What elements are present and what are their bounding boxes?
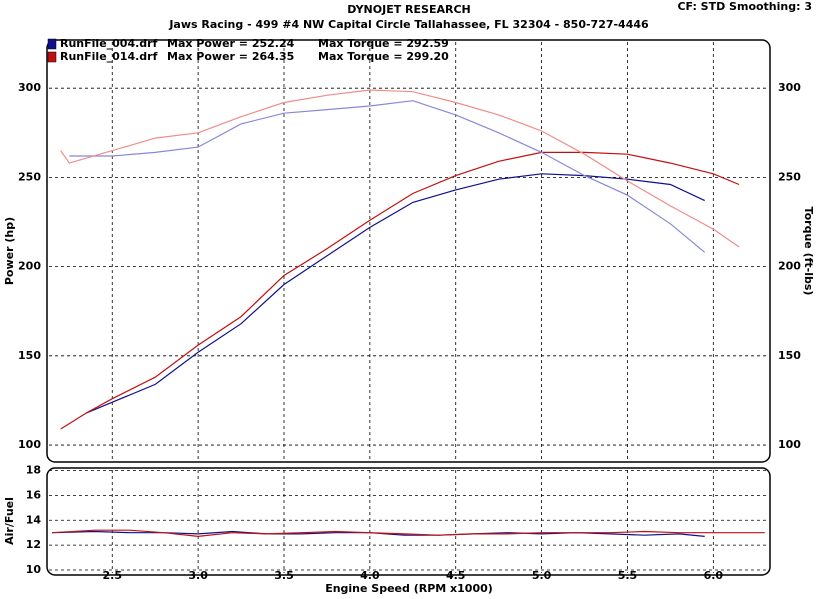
- x-tick-label: 4.5: [446, 569, 466, 582]
- y-axis-title: Power (hp): [3, 217, 16, 285]
- series-line: [86, 173, 705, 414]
- series-line: [60, 89, 740, 248]
- afr-panel: [46, 467, 771, 576]
- x-tick-label: 3.0: [188, 569, 208, 582]
- legend-torque: Max Torque = 299.20: [318, 50, 449, 63]
- series-line: [69, 100, 706, 253]
- y2-tick-label: 200: [778, 260, 801, 273]
- legend-power: Max Power = 264.35: [167, 50, 294, 63]
- y-tick-label: 14: [26, 513, 42, 526]
- series-line: [60, 151, 740, 430]
- x-tick-label: 4.0: [360, 569, 380, 582]
- legend-label: RunFile_004.drf: [60, 37, 158, 50]
- settings: CF: STD Smoothing: 3: [677, 0, 812, 13]
- legend-torque: Max Torque = 292.59: [318, 37, 449, 50]
- x-tick-label: 5.5: [618, 569, 638, 582]
- x-tick-label: 6.0: [704, 569, 724, 582]
- y-tick-label: 18: [26, 463, 41, 476]
- y-tick-label: 12: [26, 538, 41, 551]
- series-line: [52, 529, 765, 538]
- y2-tick-label: 100: [778, 438, 801, 451]
- x-tick-label: 2.5: [103, 569, 123, 582]
- y-tick-label: 16: [26, 488, 42, 501]
- legend-swatch: [47, 51, 57, 63]
- y-tick-label: 100: [18, 438, 41, 451]
- legend-label: RunFile_014.drf: [60, 50, 158, 63]
- x-tick-label: 3.5: [274, 569, 294, 582]
- main-panel: [46, 39, 771, 463]
- chart-title: DYNOJET RESEARCH: [347, 3, 470, 16]
- y-tick-label: 300: [18, 81, 41, 94]
- legend-swatch: [47, 38, 57, 50]
- y2-tick-label: 300: [778, 81, 801, 94]
- y-tick-label: 10: [26, 563, 42, 576]
- y2-tick-label: 150: [778, 349, 801, 362]
- x-axis-title: Engine Speed (RPM x1000): [325, 582, 493, 595]
- y-tick-label: 250: [18, 170, 41, 183]
- y-tick-label: 150: [18, 349, 41, 362]
- y2-tick-label: 250: [778, 170, 801, 183]
- chart-subtitle: Jaws Racing - 499 #4 NW Capital Circle T…: [168, 18, 649, 31]
- legend-power: Max Power = 252.24: [167, 37, 295, 50]
- y-tick-label: 200: [18, 260, 41, 273]
- x-tick-label: 5.0: [532, 569, 552, 582]
- afr-axis-title: Air/Fuel: [3, 497, 16, 545]
- y2-axis-title: Torque (ft-lbs): [802, 207, 815, 296]
